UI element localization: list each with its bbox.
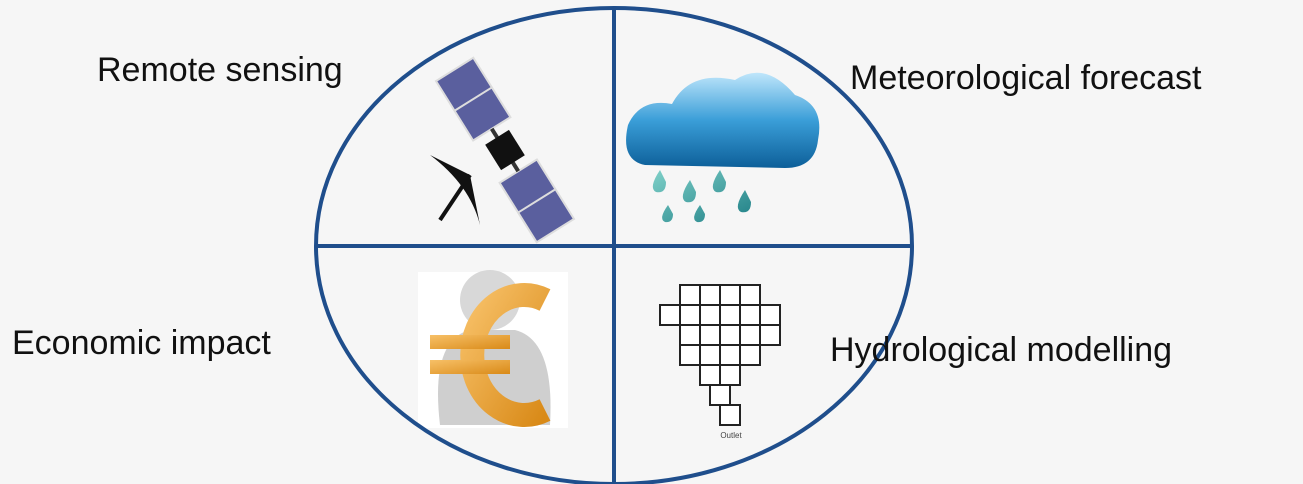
satellite-icon xyxy=(430,56,576,244)
quadrant-label: Hydrological modelling xyxy=(830,331,1172,369)
quadrant-label: Meteorological forecast xyxy=(850,59,1202,97)
quadrant-label: Economic impact xyxy=(12,324,271,362)
rain-cloud-icon xyxy=(626,72,820,223)
outlet-label: Outlet xyxy=(720,431,742,440)
quadrant-label: Remote sensing xyxy=(97,51,343,89)
euro-icon xyxy=(418,270,568,428)
grid-icon xyxy=(659,284,781,426)
